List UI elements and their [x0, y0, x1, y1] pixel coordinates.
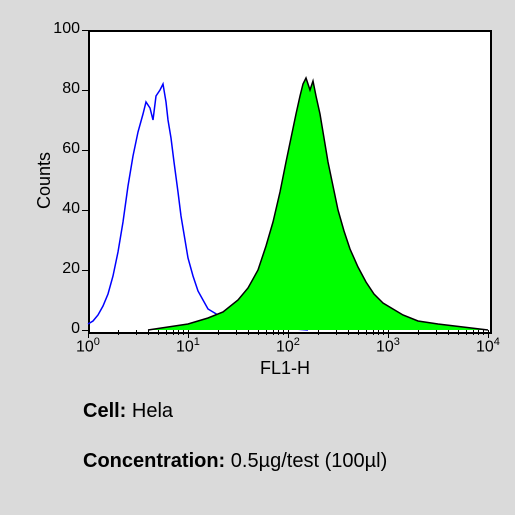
caption-value: 0.5µg/test (100µl) [231, 450, 387, 472]
chart-container: Counts FL1-H 020406080100 10010110210310… [0, 0, 515, 515]
caption-row: Concentration: 0.5µg/test (100µl) [83, 450, 387, 473]
caption-value: Hela [132, 400, 173, 422]
caption-label: Cell: [83, 400, 132, 422]
chart-svg [0, 0, 515, 515]
caption-label: Concentration: [83, 450, 231, 472]
caption-row: Cell: Hela [83, 400, 173, 423]
